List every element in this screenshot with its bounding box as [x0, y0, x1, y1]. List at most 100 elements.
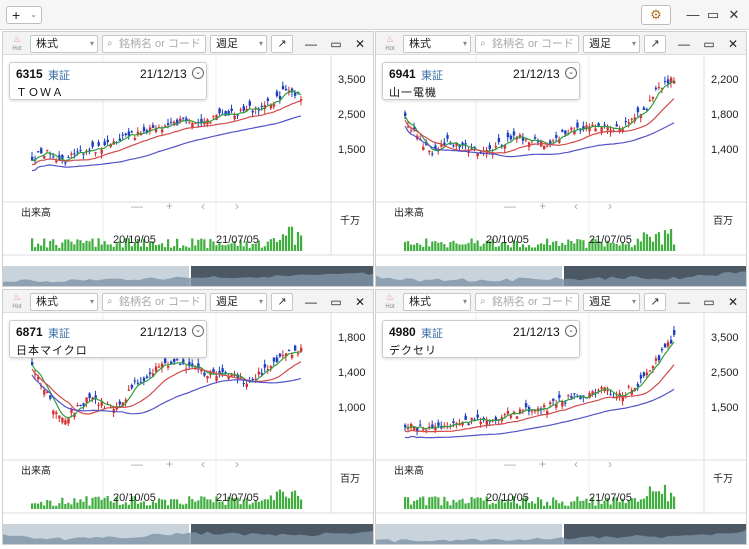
volume-bar: [633, 245, 636, 251]
hot-icon[interactable]: ♨ Hot: [6, 292, 28, 312]
panel-close-button[interactable]: ✕: [354, 295, 366, 309]
panel-close-button[interactable]: ✕: [354, 37, 366, 51]
window-minimize-button[interactable]: —: [686, 7, 700, 22]
candle-body: [163, 358, 167, 364]
volume-bar: [254, 243, 257, 251]
scroll-left-button[interactable]: ‹: [574, 457, 578, 471]
settings-button[interactable]: ⚙: [641, 5, 671, 25]
search-input[interactable]: ⌕ 銘柄名 or コード: [475, 35, 579, 53]
window-close-button[interactable]: ✕: [728, 7, 740, 22]
panel-maximize-button[interactable]: ▭: [330, 37, 342, 51]
expand-button[interactable]: ↗: [644, 35, 666, 53]
candle-body: [260, 372, 264, 375]
volume-unit: 百万: [340, 474, 360, 485]
candle-body: [567, 395, 570, 397]
add-chart-button[interactable]: + ⌄: [6, 6, 42, 24]
overview-range[interactable]: [376, 524, 562, 545]
zoom-out-button[interactable]: —: [504, 457, 516, 471]
panel-maximize-button[interactable]: ▭: [703, 37, 715, 51]
zoom-out-button[interactable]: —: [504, 199, 516, 213]
chevron-down-icon[interactable]: ⌄: [192, 67, 204, 79]
candlestick-chart[interactable]: [3, 55, 374, 287]
candle-body: [558, 139, 561, 143]
scroll-right-button[interactable]: ›: [608, 199, 612, 213]
panel-minimize-button[interactable]: —: [305, 295, 317, 309]
volume-bar: [106, 244, 109, 251]
candle-body: [133, 138, 137, 140]
candle-body: [49, 395, 52, 399]
scroll-left-button[interactable]: ‹: [201, 199, 205, 213]
volume-bar: [416, 242, 419, 251]
candle-body: [167, 123, 170, 125]
volume-bar: [142, 501, 146, 509]
expand-button[interactable]: ↗: [271, 35, 293, 53]
volume-bar: [657, 491, 661, 509]
chart-panel: ♨ Hot 株式 ▾ ⌕ 銘柄名 or コード 週足 ▾ ↗ — ▭ ✕ 4980 東証…: [375, 289, 747, 545]
volume-bar: [100, 499, 103, 509]
candle-body: [173, 358, 176, 363]
expand-button[interactable]: ↗: [644, 293, 666, 311]
panel-minimize-button[interactable]: —: [305, 37, 317, 51]
zoom-in-button[interactable]: +: [539, 199, 547, 213]
candlestick-chart[interactable]: [376, 313, 747, 545]
volume-bar: [79, 240, 82, 251]
panel-maximize-button[interactable]: ▭: [703, 295, 715, 309]
candlestick-chart[interactable]: [3, 313, 374, 545]
type-select[interactable]: 株式 ▾: [403, 293, 471, 311]
volume-bar: [290, 226, 294, 251]
hot-icon[interactable]: ♨ Hot: [6, 34, 28, 54]
panel-minimize-button[interactable]: —: [678, 37, 690, 51]
zoom-out-button[interactable]: —: [131, 457, 143, 471]
scroll-right-button[interactable]: ›: [608, 457, 612, 471]
panel-maximize-button[interactable]: ▭: [330, 295, 342, 309]
scroll-right-button[interactable]: ›: [235, 457, 239, 471]
type-select[interactable]: 株式 ▾: [30, 293, 98, 311]
volume-bar: [603, 246, 606, 251]
stock-name: 日本マイクロ: [16, 345, 88, 357]
type-select[interactable]: 株式 ▾: [403, 35, 471, 53]
scroll-left-button[interactable]: ‹: [201, 457, 205, 471]
panel-close-button[interactable]: ✕: [727, 295, 739, 309]
zoom-out-button[interactable]: —: [131, 199, 143, 213]
candle-body: [518, 409, 522, 414]
volume-bar: [173, 499, 176, 509]
hot-icon[interactable]: ♨ Hot: [379, 34, 401, 54]
volume-bar: [230, 243, 233, 251]
zoom-in-button[interactable]: +: [539, 457, 547, 471]
volume-bar: [40, 501, 43, 509]
volume-bar: [443, 496, 446, 509]
volume-bar: [597, 241, 600, 251]
volume-bar: [546, 238, 549, 251]
zoom-in-button[interactable]: +: [166, 457, 174, 471]
candle-body: [434, 426, 437, 431]
volume-bar: [79, 499, 82, 509]
period-select[interactable]: 週足 ▾: [583, 35, 640, 53]
y-tick: 3,500: [338, 74, 366, 86]
candle-body: [524, 139, 528, 141]
hot-icon[interactable]: ♨ Hot: [379, 292, 401, 312]
chevron-down-icon[interactable]: ⌄: [565, 325, 577, 337]
candlestick-chart[interactable]: [376, 55, 747, 287]
candle-body: [570, 127, 573, 130]
type-select[interactable]: 株式 ▾: [30, 35, 98, 53]
chevron-down-icon[interactable]: ⌄: [192, 325, 204, 337]
volume-bar: [470, 496, 473, 509]
search-input[interactable]: ⌕ 銘柄名 or コード: [102, 35, 206, 53]
period-select[interactable]: 週足 ▾: [210, 293, 267, 311]
period-select[interactable]: 週足 ▾: [583, 293, 640, 311]
volume-bar: [594, 505, 597, 509]
window-maximize-button[interactable]: ▭: [706, 7, 720, 22]
panel-minimize-button[interactable]: —: [678, 295, 690, 309]
chevron-down-icon[interactable]: ⌄: [565, 67, 577, 79]
volume-bar: [224, 504, 227, 509]
search-input[interactable]: ⌕ 銘柄名 or コード: [102, 293, 206, 311]
panel-close-button[interactable]: ✕: [727, 37, 739, 51]
zoom-in-button[interactable]: +: [166, 199, 174, 213]
scroll-left-button[interactable]: ‹: [574, 199, 578, 213]
expand-button[interactable]: ↗: [271, 293, 293, 311]
search-input[interactable]: ⌕ 銘柄名 or コード: [475, 293, 579, 311]
period-select[interactable]: 週足 ▾: [210, 35, 267, 53]
candle-body: [257, 371, 261, 375]
scroll-right-button[interactable]: ›: [235, 199, 239, 213]
volume-bar: [64, 504, 67, 509]
